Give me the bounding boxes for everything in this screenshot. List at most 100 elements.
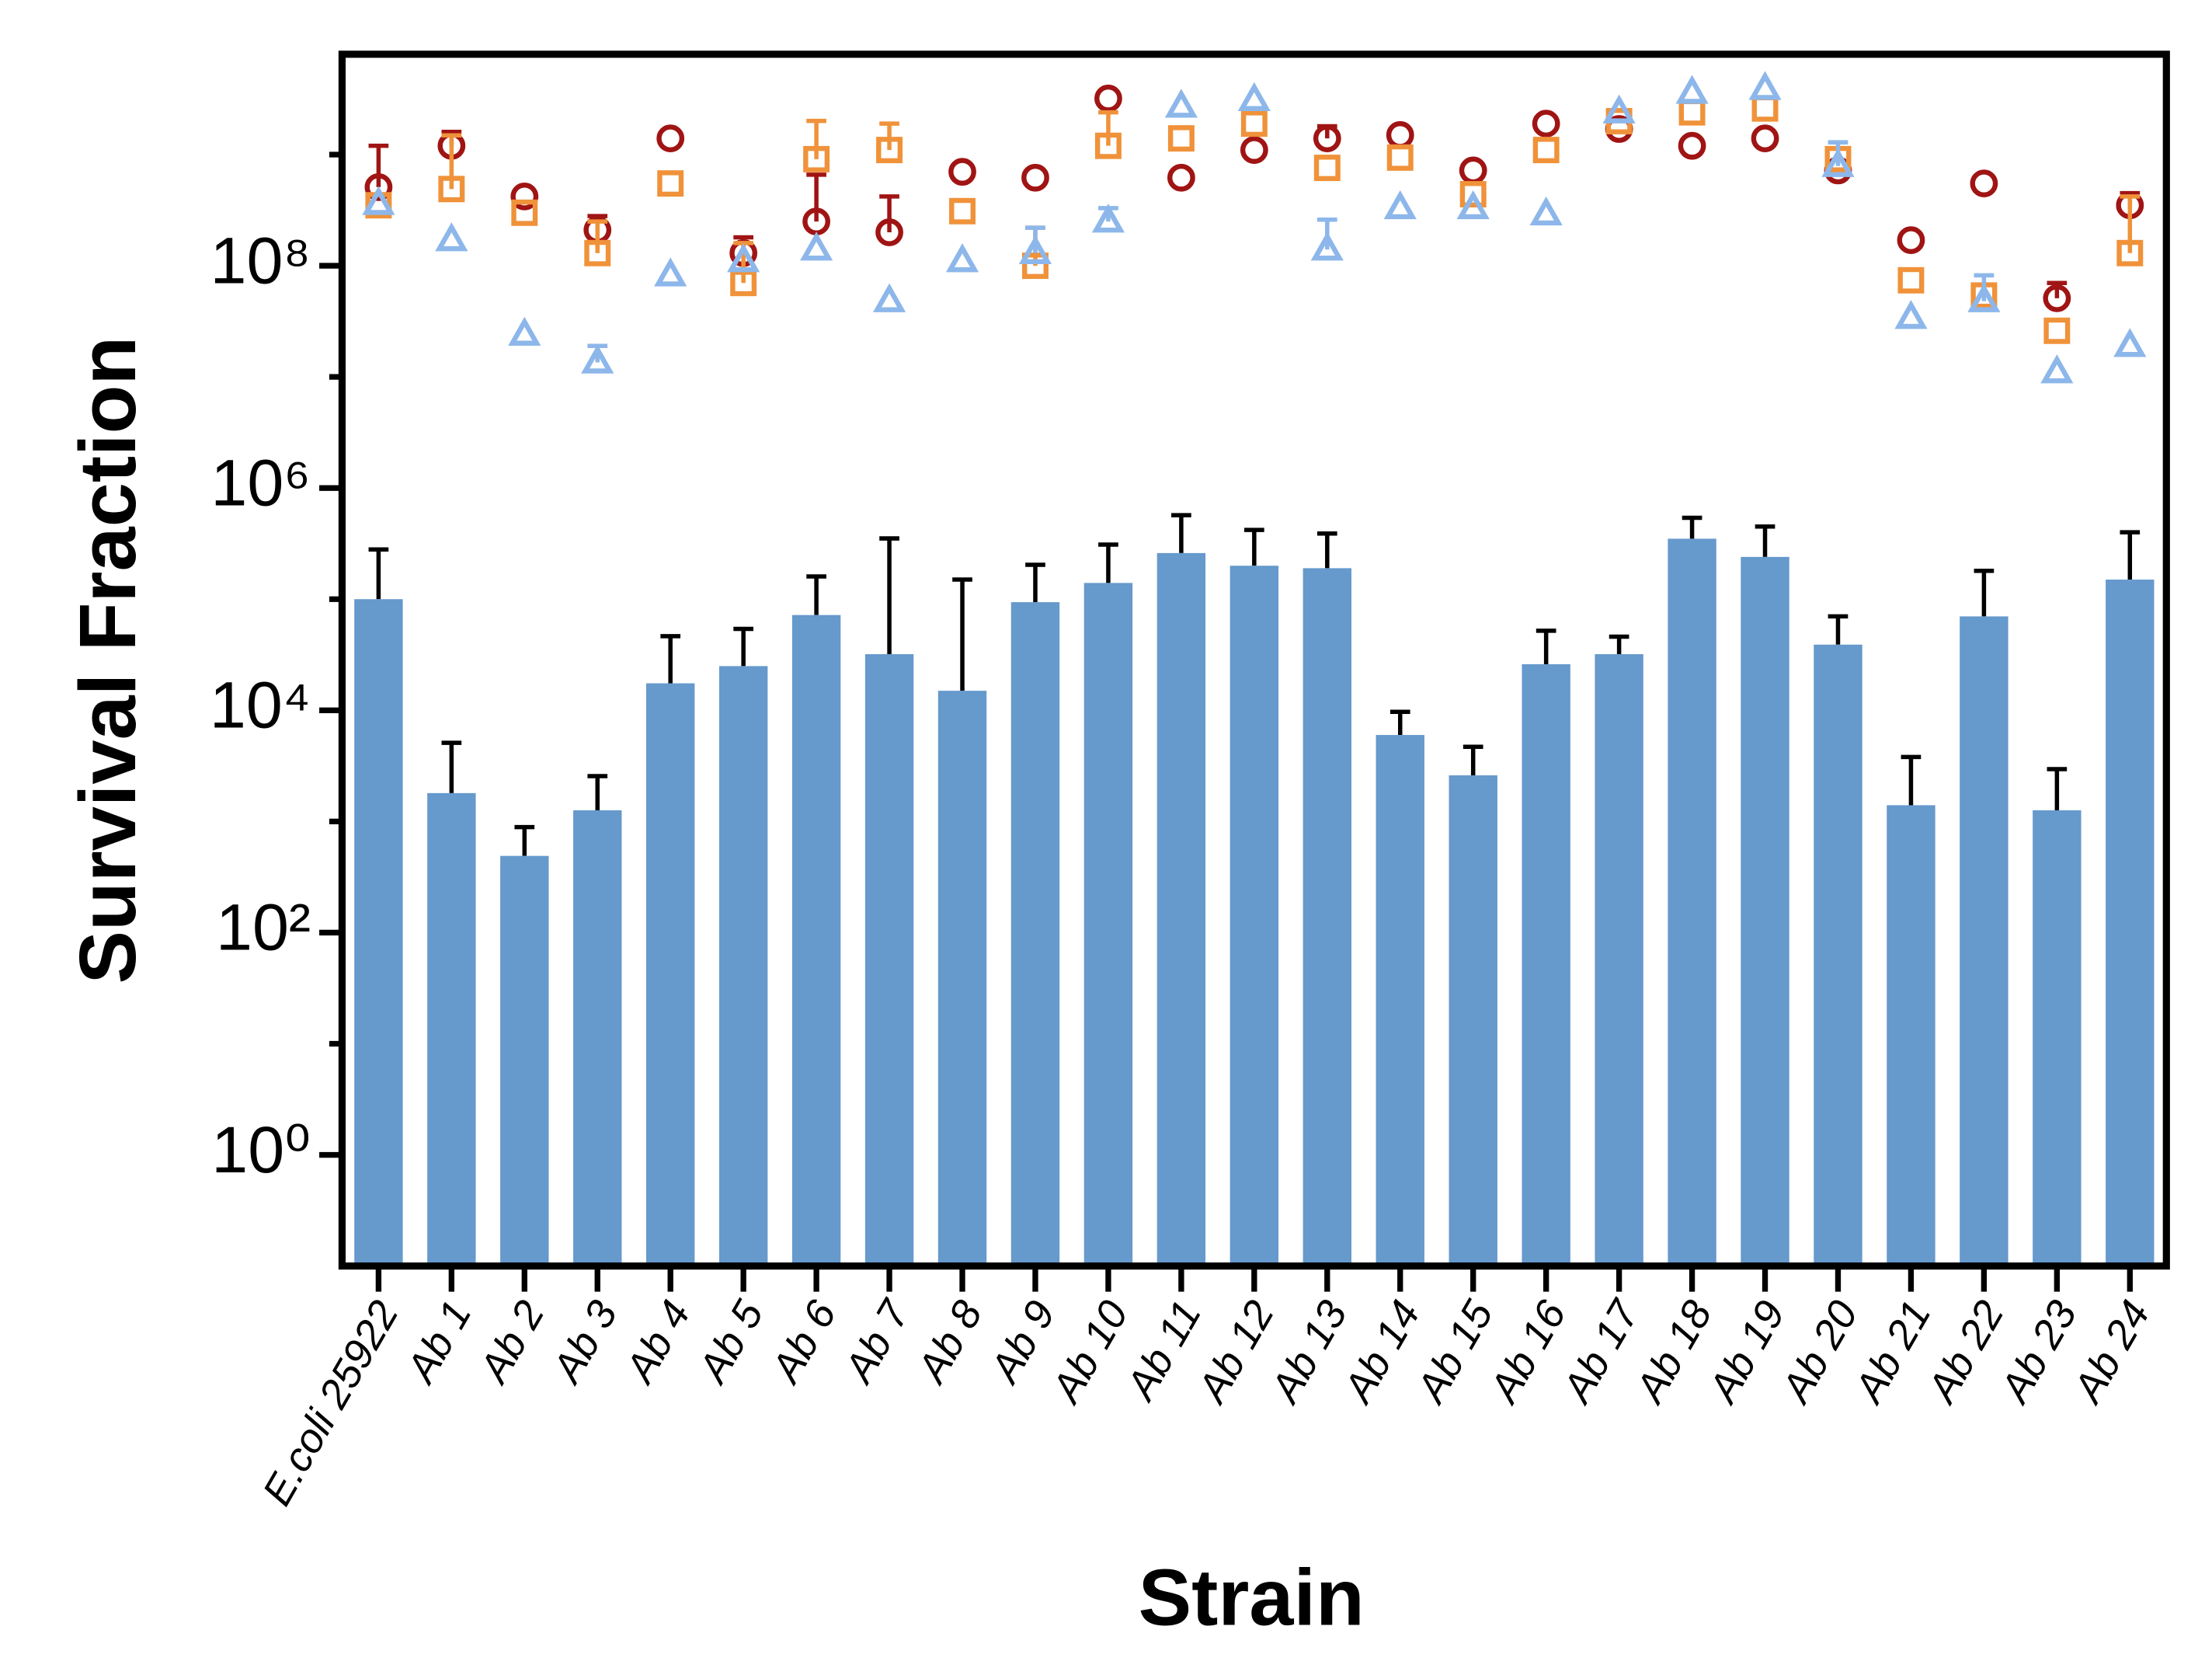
circle-marker — [1751, 124, 1779, 152]
square-marker — [1094, 132, 1122, 159]
triangle-marker — [945, 243, 979, 273]
triangle-marker — [1018, 235, 1052, 264]
bar — [1595, 654, 1643, 1266]
circle-marker — [1313, 124, 1341, 152]
bar — [1010, 602, 1060, 1266]
bar — [1960, 616, 2009, 1266]
triangle-marker — [1456, 190, 1490, 220]
x-tick-label: Ab 15 — [1407, 1293, 1502, 1412]
triangle-marker — [362, 186, 395, 215]
triangle-marker — [1602, 94, 1636, 124]
triangle-marker — [1383, 190, 1417, 220]
triangle-marker — [581, 344, 614, 374]
square-marker — [2043, 317, 2071, 344]
square-marker — [1532, 137, 1560, 164]
square-marker — [1459, 181, 1487, 207]
circle-marker — [510, 183, 539, 211]
x-tick-label: Ab 11 — [1117, 1294, 1210, 1409]
square-marker — [1313, 155, 1341, 182]
triangle-marker — [1529, 196, 1563, 226]
triangle-marker — [1237, 82, 1271, 111]
x-tick-label: Ab 13 — [1261, 1293, 1356, 1412]
bar — [1083, 583, 1133, 1266]
bar — [2033, 810, 2082, 1266]
bar — [864, 654, 914, 1266]
triangle-marker — [1894, 300, 1928, 329]
bar — [1229, 566, 1279, 1266]
bar — [1668, 538, 1716, 1266]
square-marker — [876, 137, 903, 164]
triangle-marker — [1310, 232, 1344, 261]
triangle-marker — [800, 232, 833, 261]
square-marker — [1240, 110, 1268, 138]
square-marker — [1167, 125, 1195, 152]
circle-marker — [1970, 169, 1998, 198]
bar — [427, 792, 476, 1266]
x-tick-label: Ab 8 — [908, 1293, 992, 1391]
x-axis-title: Strain — [1139, 1553, 1365, 1642]
square-marker — [949, 197, 976, 225]
x-tick-label: Ab 4 — [616, 1294, 699, 1392]
circle-marker — [656, 124, 685, 152]
triangle-marker — [1164, 89, 1198, 118]
circle-marker — [1167, 163, 1195, 192]
x-tick-label: Ab 5 — [689, 1293, 773, 1391]
bar — [1522, 663, 1570, 1266]
square-marker — [1386, 144, 1414, 171]
triangle-marker — [1821, 148, 1855, 177]
x-tick-label: Ab 6 — [762, 1293, 846, 1391]
square-marker — [803, 145, 830, 172]
square-marker — [511, 199, 538, 226]
x-tick-label: Ab 1 — [397, 1294, 480, 1392]
circle-marker — [875, 218, 903, 246]
square-marker — [584, 239, 611, 266]
bar — [937, 691, 987, 1266]
triangle-marker — [1748, 71, 1782, 100]
x-tick-label: Ab 20 — [1772, 1293, 1867, 1412]
triangle-marker — [1091, 204, 1125, 233]
bar — [1376, 735, 1424, 1266]
square-marker — [730, 270, 757, 297]
circle-marker — [364, 172, 393, 201]
bar — [1741, 556, 1789, 1266]
bar — [791, 615, 841, 1266]
triangle-marker — [654, 257, 687, 287]
square-marker — [1678, 99, 1706, 126]
bar — [1887, 805, 1936, 1266]
square-marker — [2116, 239, 2144, 266]
triangle-marker — [2113, 328, 2147, 357]
square-marker — [438, 176, 465, 203]
square-marker — [1751, 95, 1779, 122]
square-marker — [1897, 266, 1925, 294]
bar — [718, 666, 768, 1266]
bar — [354, 599, 403, 1266]
square-marker — [657, 170, 684, 197]
triangle-marker — [1675, 75, 1709, 104]
triangle-marker — [727, 243, 760, 273]
y-tick-label: 10⁶ — [210, 446, 311, 519]
bar — [1156, 552, 1206, 1266]
circle-marker — [1094, 84, 1122, 113]
y-axis-title: Survival Fraction — [63, 336, 152, 984]
x-tick-label: Ab 2 — [470, 1294, 553, 1392]
x-tick-label: Ab 23 — [1991, 1293, 2085, 1412]
bar — [646, 683, 695, 1266]
circle-marker — [1532, 110, 1560, 138]
triangle-marker — [872, 283, 906, 312]
x-tick-label: E.coli 25922 — [254, 1294, 408, 1513]
bar — [1449, 775, 1497, 1266]
bar — [1303, 568, 1351, 1266]
circle-marker — [1897, 226, 1925, 254]
y-tick-label: 10² — [216, 891, 311, 964]
bar — [1814, 644, 1862, 1266]
circle-marker — [1459, 156, 1487, 185]
y-tick-label: 10⁸ — [210, 224, 311, 297]
square-marker — [1022, 252, 1049, 280]
bar — [573, 810, 622, 1266]
bar — [2106, 580, 2155, 1266]
triangle-marker — [508, 316, 541, 346]
circle-marker — [1021, 163, 1049, 192]
triangle-marker — [2040, 354, 2074, 384]
bar — [500, 855, 549, 1266]
